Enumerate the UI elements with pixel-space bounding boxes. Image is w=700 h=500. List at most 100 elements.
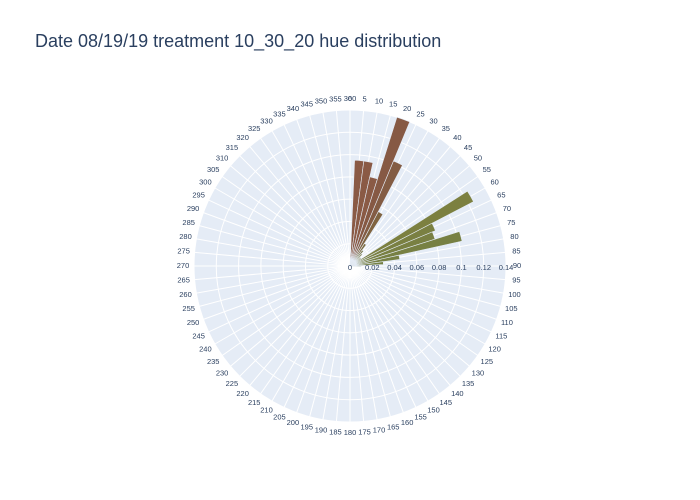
angular-grid-line [194, 251, 351, 267]
angular-tick-label: 30 [429, 116, 437, 125]
angular-grid-line [349, 155, 461, 267]
angular-tick-label: 290 [187, 204, 200, 213]
bar [349, 190, 474, 267]
angular-grid-line [349, 265, 365, 422]
angular-tick-label: 250 [187, 318, 200, 327]
angular-grid-line [203, 265, 351, 320]
angular-tick-label: 190 [315, 425, 328, 434]
angular-tick-label: 75 [507, 218, 515, 227]
angular-grid-line [349, 265, 417, 408]
angular-tick-label: 305 [207, 165, 220, 174]
angular-grid-line [249, 265, 351, 386]
angular-grid-line [260, 137, 351, 267]
radial-tick-label: 0.1 [456, 263, 466, 272]
angular-grid-line [208, 199, 351, 267]
angular-tick-label: 265 [177, 276, 190, 285]
angular-tick-label: 345 [301, 100, 314, 109]
angular-tick-label: 35 [442, 124, 450, 133]
angular-grid-line [349, 265, 479, 356]
angular-tick-label: 230 [216, 368, 229, 377]
radial-tick-label: 0.02 [365, 263, 380, 272]
angular-tick-label: 105 [505, 304, 518, 313]
angular-tick-label: 285 [182, 218, 195, 227]
angular-tick-label: 120 [488, 344, 501, 353]
angular-grid-line [203, 212, 351, 267]
angular-tick-label: 95 [512, 276, 520, 285]
angular-grid-line [214, 187, 351, 267]
angular-grid-line [283, 124, 351, 267]
radial-tick-label: 0.04 [387, 263, 402, 272]
angular-tick-label: 315 [226, 143, 239, 152]
radial-tick-label: 0.12 [476, 263, 491, 272]
angular-grid-line [335, 265, 351, 422]
bar [349, 261, 384, 267]
angular-grid-line [230, 265, 351, 367]
angular-tick-label: 245 [192, 332, 205, 341]
radial-tick-label: 0.06 [410, 263, 425, 272]
angular-tick-label: 310 [216, 154, 229, 163]
angular-grid-line [221, 265, 351, 356]
bar [349, 116, 411, 267]
angular-tick-label: 215 [248, 398, 261, 407]
angular-grid-line [260, 265, 351, 395]
angular-grid-line [349, 265, 470, 367]
angular-tick-label: 145 [440, 398, 453, 407]
angular-tick-label: 50 [474, 154, 482, 163]
angular-grid-line [349, 265, 461, 377]
angular-tick-label: 5 [362, 95, 366, 104]
bar [349, 265, 362, 267]
angular-grid-line [214, 265, 351, 345]
angular-grid-line [349, 176, 479, 267]
angular-tick-label: 260 [179, 290, 192, 299]
angular-tick-label: 320 [236, 133, 249, 142]
angular-tick-label: 150 [427, 406, 440, 415]
bar [349, 211, 384, 267]
bar [349, 160, 403, 267]
angular-grid-line [296, 119, 351, 267]
angular-tick-label: 205 [273, 412, 286, 421]
angular-grid-line [199, 265, 351, 307]
angular-grid-line [239, 265, 351, 377]
angular-grid-line [349, 165, 470, 267]
angular-grid-line [194, 265, 351, 281]
angular-tick-label: 70 [503, 204, 511, 213]
chart-title: Date 08/19/19 treatment 10_30_20 hue dis… [35, 31, 442, 51]
angular-grid-line [349, 146, 451, 267]
angular-tick-label: 335 [273, 110, 286, 119]
angular-tick-label: 255 [182, 304, 195, 313]
angular-tick-label: 90 [513, 261, 521, 270]
angular-tick-label: 280 [179, 232, 192, 241]
angular-tick-label: 155 [414, 412, 427, 421]
radial-tick-label: 0.08 [432, 263, 447, 272]
angular-grid-line [221, 176, 351, 267]
angular-grid-line [349, 265, 451, 386]
angular-tick-label: 65 [497, 190, 505, 199]
angular-tick-label: 325 [248, 124, 261, 133]
angular-grid-line [230, 165, 351, 267]
angular-tick-label: 210 [260, 406, 273, 415]
angular-tick-label: 175 [358, 427, 371, 436]
bar [349, 231, 463, 267]
angular-grid-line [349, 265, 404, 413]
angular-tick-label: 235 [207, 357, 220, 366]
angular-tick-label: 60 [490, 177, 498, 186]
angular-grid-line [271, 265, 351, 402]
angular-tick-label: 200 [287, 418, 300, 427]
angular-tick-label: 340 [287, 104, 300, 113]
bar [349, 222, 436, 267]
angular-tick-label: 20 [403, 104, 411, 113]
angular-grid-line [196, 238, 351, 267]
angular-tick-label: 85 [512, 246, 520, 255]
angular-grid-line [208, 265, 351, 333]
angular-tick-label: 275 [177, 246, 190, 255]
angular-tick-label: 15 [389, 100, 397, 109]
angular-grid-line [335, 110, 351, 267]
angular-grid-line [309, 265, 351, 417]
angular-tick-label: 180 [344, 428, 357, 437]
angular-tick-label: 110 [501, 318, 513, 327]
angular-tick-label: 240 [199, 344, 212, 353]
angular-tick-label: 355 [329, 95, 342, 104]
angular-tick-label: 195 [301, 422, 314, 431]
